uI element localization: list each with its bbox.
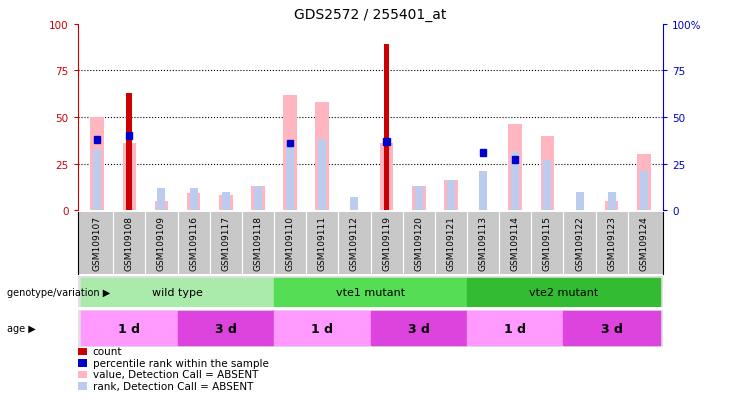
Bar bbox=[480, 150, 486, 157]
Bar bbox=[479, 172, 487, 211]
Bar bbox=[81, 311, 178, 345]
Bar bbox=[370, 311, 467, 345]
Bar bbox=[447, 181, 455, 211]
Bar bbox=[605, 202, 619, 211]
Text: GSM109119: GSM109119 bbox=[382, 216, 391, 271]
Bar bbox=[155, 202, 168, 211]
Bar bbox=[178, 311, 274, 345]
Text: 1 d: 1 d bbox=[504, 322, 526, 335]
Bar bbox=[576, 192, 584, 211]
Text: vte1 mutant: vte1 mutant bbox=[336, 287, 405, 297]
Bar bbox=[412, 187, 425, 211]
Text: 1 d: 1 d bbox=[119, 322, 140, 335]
Text: GSM109113: GSM109113 bbox=[479, 216, 488, 271]
Bar bbox=[380, 144, 393, 211]
Text: wild type: wild type bbox=[152, 287, 203, 297]
Text: GSM109123: GSM109123 bbox=[607, 216, 617, 271]
Bar bbox=[286, 144, 294, 211]
Bar bbox=[90, 118, 104, 211]
Bar bbox=[157, 188, 165, 211]
Bar bbox=[383, 138, 390, 145]
Bar bbox=[512, 157, 519, 164]
Bar bbox=[187, 194, 200, 211]
Bar bbox=[508, 125, 522, 211]
Bar bbox=[384, 45, 390, 211]
Bar bbox=[94, 137, 100, 143]
Bar bbox=[415, 187, 423, 211]
Text: GSM109122: GSM109122 bbox=[575, 216, 584, 271]
Bar bbox=[274, 311, 370, 345]
Bar bbox=[316, 103, 329, 211]
Text: GSM109110: GSM109110 bbox=[285, 216, 295, 271]
Text: GSM109114: GSM109114 bbox=[511, 216, 519, 271]
Text: rank, Detection Call = ABSENT: rank, Detection Call = ABSENT bbox=[93, 381, 253, 391]
Text: vte2 mutant: vte2 mutant bbox=[529, 287, 598, 297]
Bar bbox=[81, 278, 274, 306]
Text: 3 d: 3 d bbox=[408, 322, 430, 335]
Text: GSM109107: GSM109107 bbox=[93, 216, 102, 271]
Text: value, Detection Call = ABSENT: value, Detection Call = ABSENT bbox=[93, 370, 258, 380]
Bar bbox=[219, 196, 233, 211]
Bar bbox=[127, 94, 132, 211]
Text: age ▶: age ▶ bbox=[7, 323, 36, 333]
Text: 3 d: 3 d bbox=[601, 322, 622, 335]
Bar bbox=[122, 144, 136, 211]
Bar bbox=[251, 187, 265, 211]
Text: GSM109117: GSM109117 bbox=[222, 216, 230, 271]
Bar bbox=[467, 311, 563, 345]
Text: GSM109116: GSM109116 bbox=[189, 216, 198, 271]
Text: GSM109111: GSM109111 bbox=[318, 216, 327, 271]
Bar bbox=[126, 133, 133, 140]
Text: count: count bbox=[93, 347, 122, 356]
Bar bbox=[467, 278, 660, 306]
Text: GSM109118: GSM109118 bbox=[253, 216, 262, 271]
Text: 3 d: 3 d bbox=[215, 322, 236, 335]
Bar bbox=[608, 192, 616, 211]
Text: 1 d: 1 d bbox=[311, 322, 333, 335]
Text: genotype/variation ▶: genotype/variation ▶ bbox=[7, 287, 110, 297]
Bar bbox=[563, 311, 660, 345]
Bar bbox=[543, 161, 551, 211]
Bar bbox=[287, 140, 293, 147]
Bar bbox=[93, 150, 101, 211]
Text: GSM109108: GSM109108 bbox=[124, 216, 134, 271]
Text: percentile rank within the sample: percentile rank within the sample bbox=[93, 358, 268, 368]
Text: GSM109120: GSM109120 bbox=[414, 216, 423, 271]
Text: GSM109115: GSM109115 bbox=[543, 216, 552, 271]
Text: GSM109109: GSM109109 bbox=[157, 216, 166, 271]
Bar bbox=[541, 136, 554, 211]
Bar bbox=[318, 140, 326, 211]
Text: GSM109121: GSM109121 bbox=[446, 216, 456, 271]
Bar bbox=[283, 95, 297, 211]
Bar bbox=[190, 188, 198, 211]
Text: GSM109112: GSM109112 bbox=[350, 216, 359, 271]
Bar bbox=[637, 155, 651, 211]
Bar bbox=[640, 172, 648, 211]
Bar bbox=[511, 153, 519, 211]
Bar bbox=[444, 181, 458, 211]
Title: GDS2572 / 255401_at: GDS2572 / 255401_at bbox=[294, 8, 447, 22]
Bar bbox=[350, 198, 359, 211]
Text: GSM109124: GSM109124 bbox=[639, 216, 648, 271]
Bar bbox=[222, 192, 230, 211]
Bar bbox=[274, 278, 467, 306]
Bar bbox=[254, 187, 262, 211]
